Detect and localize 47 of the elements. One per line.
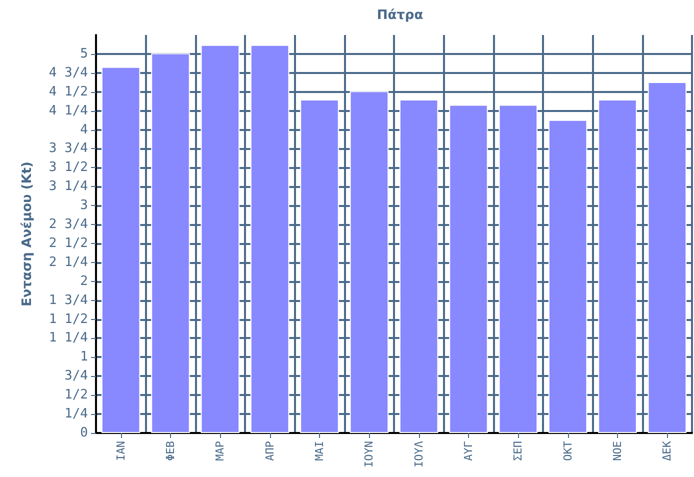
bar [200,44,240,433]
y-tick-label: 3 [80,198,88,214]
y-tick-label: 1 1/4 [48,330,88,346]
x-tick-label: ΦΕΒ [164,440,177,461]
y-tick-label: 1 [80,350,88,365]
bar [101,66,140,433]
y-tick-label: 2 1/4 [48,254,88,270]
y-tick-label: 1/4 [64,406,88,422]
y-tick-label: 3/4 [64,368,88,384]
chart-title: Πάτρα [376,8,424,23]
bar [151,53,190,433]
y-tick-label: 4 3/4 [48,65,88,80]
y-tick-label: 1 3/4 [48,292,88,308]
x-tick-label: ΣΕΠ [512,441,525,461]
x-tick-label: ΙΑΝ [114,441,128,461]
x-tick-label: ΜΑΙ [313,441,326,461]
bar [498,104,538,433]
y-tick-label: 1 1/2 [48,312,88,327]
y-tick-label: 2 1/2 [48,236,88,251]
y-tick-label: 2 [80,274,88,289]
y-axis-title: Ενταση Ανέμου (Kt) [20,162,35,306]
bar [648,82,687,433]
x-tick-label: ΜΑΡ [214,440,227,461]
x-tick-label: ΑΠΡ [263,440,276,461]
y-tick-label: 0 [80,426,88,440]
x-tick-label: ΟΚΤ [561,440,574,461]
y-tick-label: 5 [80,46,88,62]
y-tick-label: 4 1/4 [48,103,88,118]
bar [548,120,588,433]
x-tick-label: ΔΕΚ [660,440,674,461]
y-tick-label: 2 3/4 [48,217,88,232]
x-tick-label: ΙΟΥΛ [412,440,426,468]
y-tick-label: 3 3/4 [48,141,88,156]
x-tick-label: ΝΟΕ [611,441,624,461]
y-tick-label: 4 [80,122,88,138]
x-tick-label: ΑΥΓ [462,440,475,461]
y-tick-label: 3 1/2 [48,160,88,176]
bar [598,99,637,433]
y-tick-label: 4 1/2 [48,84,88,100]
x-tick-label: ΙΟΥΝ [362,441,376,468]
bar [300,99,339,433]
bar [399,99,438,433]
bar [350,91,389,433]
bar [250,44,290,433]
bar [449,104,488,433]
y-tick-label: 3 1/4 [48,179,88,194]
y-tick-label: 1/2 [64,388,88,403]
